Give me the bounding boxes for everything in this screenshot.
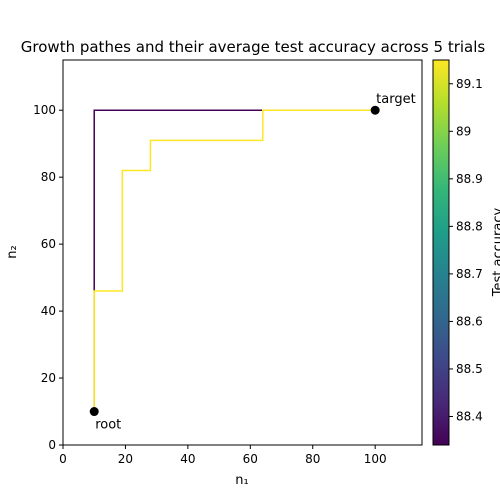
x-tick-label: 20 bbox=[118, 452, 133, 466]
x-tick-label: 40 bbox=[180, 452, 195, 466]
colorbar bbox=[432, 59, 450, 446]
colorbar-tick-label: 88.9 bbox=[456, 172, 483, 186]
x-tick-label: 0 bbox=[59, 452, 67, 466]
y-tick-label: 80 bbox=[41, 170, 56, 184]
x-tick-label: 60 bbox=[243, 452, 258, 466]
point bbox=[89, 407, 99, 417]
colorbar-tick-label: 88.4 bbox=[456, 409, 483, 423]
colorbar-tick-label: 88.8 bbox=[456, 219, 483, 233]
colorbar-tick-label: 88.5 bbox=[456, 362, 483, 376]
y-tick-label: 100 bbox=[33, 103, 56, 117]
y-tick-label: 60 bbox=[41, 237, 56, 251]
colorbar-tick-label: 89.1 bbox=[456, 77, 483, 91]
growth-path bbox=[93, 109, 376, 412]
x-tick-label: 100 bbox=[364, 452, 387, 466]
y-tick-label: 0 bbox=[48, 438, 56, 452]
colorbar-label: Test accuracy bbox=[491, 208, 500, 298]
growth-path bbox=[93, 109, 376, 412]
x-axis-label: n₁ bbox=[235, 473, 248, 488]
point-label: root bbox=[95, 418, 121, 433]
colorbar-tick-label: 89 bbox=[456, 124, 471, 138]
chart-title: Growth pathes and their average test acc… bbox=[21, 38, 486, 56]
colorbar-tick-label: 88.6 bbox=[456, 314, 483, 328]
y-tick-label: 20 bbox=[41, 371, 56, 385]
point-label: target bbox=[376, 92, 416, 107]
colorbar-tick-label: 88.7 bbox=[456, 267, 483, 281]
point bbox=[370, 105, 380, 115]
y-tick-label: 40 bbox=[41, 304, 56, 318]
y-axis-label: n₂ bbox=[5, 245, 20, 258]
x-tick-label: 80 bbox=[305, 452, 320, 466]
plot-area bbox=[62, 59, 423, 446]
